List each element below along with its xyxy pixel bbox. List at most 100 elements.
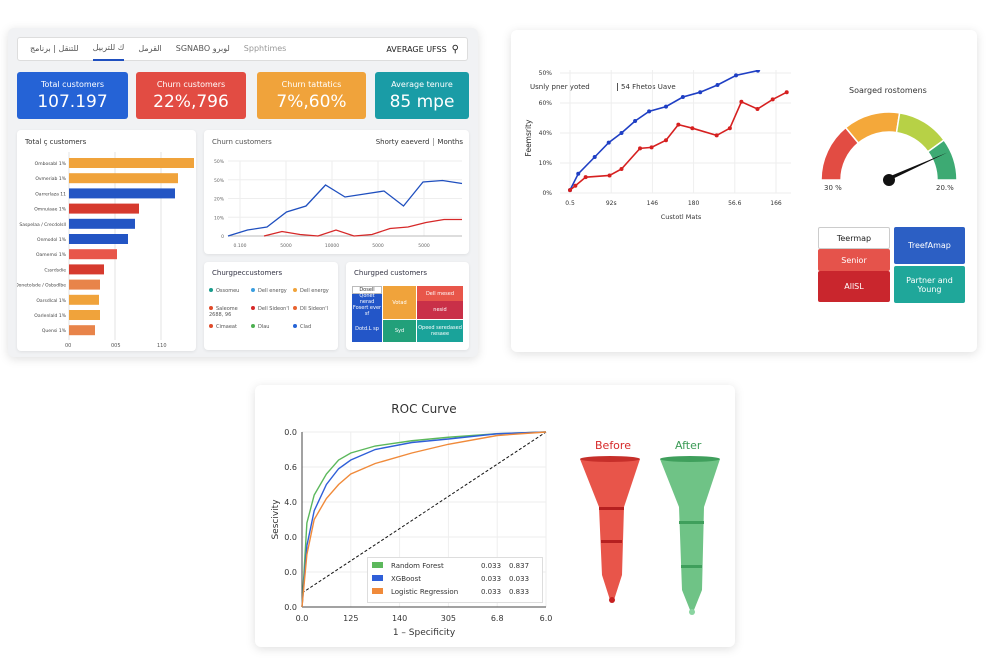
data-point — [714, 133, 719, 138]
treemap-cell[interactable]: Opeed seredased nesaee — [417, 320, 463, 342]
kpi-card[interactable]: Average tenure 85 mpe — [375, 72, 469, 119]
y-tick-label: 0.0 — [284, 568, 297, 577]
dashboard-panel: للتنقل | برنامج ك للتربيل القرمل SGNABO … — [8, 28, 478, 357]
x-tick-label: 180 — [688, 200, 700, 207]
search-icon[interactable]: ⚲ — [451, 43, 459, 55]
search-control[interactable]: AVERAGE UFSS ⚲ — [386, 44, 459, 55]
data-point — [607, 173, 612, 178]
x-axis-label: Custotl Mats — [661, 213, 702, 221]
nav-item[interactable]: SGNABO لوبرو — [175, 44, 230, 53]
nav-item[interactable]: القرمل — [138, 44, 162, 53]
data-point — [755, 107, 760, 111]
legend-value: 0.837 — [509, 562, 530, 570]
diagonal-reference-line — [301, 431, 547, 594]
nav-item-label: ك للتربيل — [92, 43, 125, 52]
treemap-tile[interactable]: Partner and Young — [894, 266, 965, 303]
bar — [69, 188, 175, 199]
treemap-tile[interactable]: AllSL — [818, 271, 890, 302]
kpi-label: Churn customers — [156, 80, 226, 89]
data-point — [573, 183, 578, 188]
line-chart-card: Churn customers Shorty eaeverd Months 0 1… — [204, 130, 469, 254]
legend-value: 0.033 — [481, 562, 502, 570]
funnel-after-label: After — [675, 439, 702, 452]
legend-title: Churgpeccustomers — [212, 269, 283, 277]
x-tick-label: 140 — [392, 614, 407, 623]
legend-label: Clad — [300, 324, 312, 330]
legend-item: Saleome 2688, 96 — [209, 306, 250, 318]
bar — [69, 325, 95, 336]
bar-label: Omnuiaae 1% — [34, 207, 66, 213]
treemap-cell[interactable]: Votad — [383, 286, 416, 319]
top-nav: للتنقل | برنامج ك للتربيل القرمل SGNABO … — [17, 37, 468, 61]
gauge-segment — [926, 138, 958, 181]
search-label[interactable]: AVERAGE UFSS — [386, 44, 447, 54]
months-control[interactable]: Months — [433, 138, 463, 146]
treemap-cell[interactable]: Qonet nerad Fosert ever sf — [352, 293, 382, 317]
legend-card: Churgpeccustomers Ossomeu Dell energy Dell… — [204, 262, 338, 350]
nav-item[interactable]: Spphtimes — [243, 44, 287, 53]
bar-label: Saspelaa / Crecdolsll — [19, 222, 66, 228]
bar-label: Ovmeriab 1% — [35, 176, 66, 182]
data-point — [663, 104, 668, 109]
series-line — [263, 218, 462, 237]
period-control[interactable]: Shorty eaeverd — [375, 138, 430, 146]
treemap-tile[interactable]: Senior — [818, 249, 890, 271]
y-tick-label: 40% — [539, 130, 553, 137]
treemap-cell[interactable]: Dosell — [352, 286, 382, 294]
line-chart-title: Churn customers — [212, 138, 272, 146]
legend-swatch — [209, 288, 213, 292]
funnel-before-icon — [580, 456, 640, 603]
legend-label: Dlau — [258, 324, 270, 330]
data-point — [576, 171, 581, 176]
x-tick-label: 5000 — [372, 243, 384, 249]
legend-item: Cimaeat — [209, 324, 250, 330]
kpi-card[interactable]: Churn tattatics 7%,60% — [257, 72, 366, 119]
data-point — [619, 167, 624, 171]
y-tick-label: 50% — [214, 159, 225, 165]
bar-chart-title: Total ç customers — [25, 138, 87, 146]
data-point — [734, 73, 739, 78]
funnel-after-icon — [660, 456, 720, 615]
data-point — [698, 90, 703, 95]
legend-item: Dell energy — [293, 288, 334, 294]
legend-item: Dell energy — [251, 288, 292, 294]
nav-item[interactable]: للتنقل | برنامج — [30, 44, 79, 53]
roc-legend-item: Logistic Regression 0.033 0.833 — [372, 588, 529, 596]
data-point — [592, 155, 597, 159]
x-tick-label: 0.5 — [565, 200, 575, 207]
kpi-card[interactable]: Churn customers 22%,796 — [136, 72, 246, 119]
gauge-chart — [820, 111, 958, 186]
legend-label: Saleome 2688, 96 — [209, 306, 238, 318]
y-tick-label: 0.0 — [284, 428, 297, 437]
treemap-tile[interactable]: TreefAmap — [894, 227, 965, 264]
treemap-tile[interactable]: Teermap — [818, 227, 890, 249]
bar — [69, 173, 178, 184]
bar — [69, 264, 104, 275]
bar-label: Onmodol 1% — [37, 237, 67, 243]
x-tick-label: 0.100 — [234, 243, 247, 249]
y-tick-label: 0.0 — [284, 603, 297, 612]
y-tick-label: 0% — [542, 190, 552, 197]
kpi-label: Churn tattatics — [281, 80, 342, 89]
x-tick-label: 5000 — [418, 243, 430, 249]
treemap-cell[interactable]: Syd — [383, 320, 416, 342]
chart-controls: Shorty eaeverd Months — [376, 138, 463, 146]
legend-swatch — [209, 306, 213, 310]
bar-chart-card: Total ç customers 00 005 110 Ombosabl 1% Ovm… — [17, 130, 196, 351]
legend-label: Random Forest — [391, 562, 444, 570]
x-tick-label: 56.6 — [728, 200, 742, 207]
data-point — [727, 126, 732, 131]
legend-label: Logistic Regression — [391, 588, 459, 596]
y-tick-label: 4.0 — [284, 498, 297, 507]
treemap-cell[interactable]: Dell mesed — [417, 286, 463, 301]
nav-item-active[interactable]: ك للتربيل — [92, 37, 125, 61]
treemap-cell[interactable]: nesid — [417, 301, 463, 319]
treemap-cell[interactable]: Dotd.L sp — [352, 316, 382, 342]
x-tick-label: 6.8 — [491, 614, 504, 623]
kpi-value: 85 mpe — [389, 92, 455, 112]
data-point — [770, 97, 775, 102]
bar-label: Oarlenlald 1% — [34, 313, 66, 319]
roc-chart: ROC Curve 0.0 0.0 0.0 4.0 0.6 0.0 0.0 125 140 305 6… — [271, 402, 552, 638]
kpi-card[interactable]: Total customers 107.197 — [17, 72, 128, 119]
legend-label: Dell energy — [300, 288, 329, 294]
